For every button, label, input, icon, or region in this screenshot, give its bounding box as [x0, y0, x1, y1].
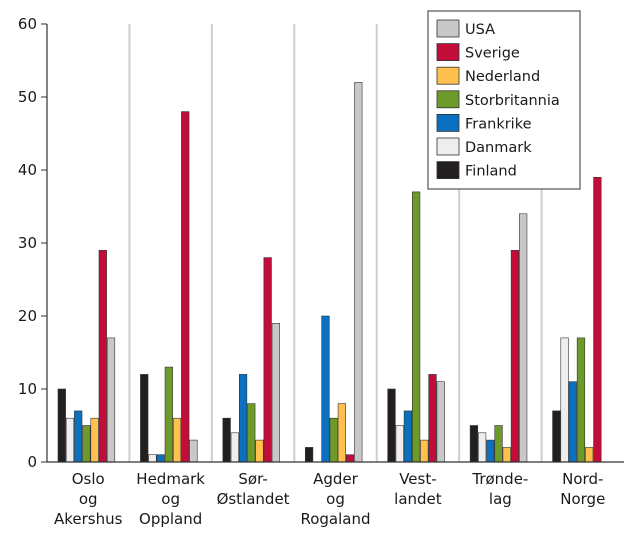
legend-swatch-danmark [436, 137, 460, 156]
bar-storbritannia-3 [329, 417, 338, 463]
bar-frankrike-6 [568, 381, 577, 463]
legend-swatch-storbritannia [436, 90, 460, 109]
bar-usa-2 [271, 322, 280, 463]
bar-usa-4 [436, 381, 445, 463]
x-tick-label: Hedmark og Oppland [136, 470, 205, 528]
bar-frankrike-0 [74, 410, 83, 463]
bar-sverige-2 [263, 257, 272, 463]
legend-label-frankrike: Frankrike [465, 116, 532, 132]
bar-frankrike-5 [486, 439, 495, 463]
bar-sverige-4 [428, 374, 437, 463]
bar-finland-1 [140, 374, 149, 463]
bar-nederland-5 [502, 447, 511, 463]
bar-sverige-1 [181, 111, 190, 463]
x-tick-label: Vest-landet [394, 470, 442, 508]
legend-label-usa: USA [465, 22, 495, 38]
bar-nederland-3 [337, 403, 346, 463]
bar-nederland-4 [420, 439, 429, 463]
bar-frankrike-3 [321, 315, 330, 463]
bar-danmark-2 [230, 432, 239, 463]
bar-finland-3 [304, 447, 314, 463]
y-tick-label: 40 [18, 161, 37, 179]
bar-storbritannia-5 [494, 425, 503, 463]
y-tick-label: 60 [18, 15, 37, 33]
bar-frankrike-4 [403, 410, 413, 463]
bar-storbritannia-0 [82, 425, 91, 463]
bar-nederland-1 [172, 417, 182, 463]
legend: USA Sverige Nederland Storbritannia Frankrik… [427, 10, 581, 190]
legend-swatch-frankrike [436, 114, 460, 132]
bar-danmark-0 [65, 417, 75, 463]
bar-sverige-6 [593, 177, 602, 463]
bar-usa-1 [189, 439, 198, 463]
bar-frankrike-1 [156, 454, 165, 463]
bar-danmark-1 [148, 454, 157, 463]
bar-nederland-6 [585, 447, 594, 463]
bar-sverige-5 [510, 250, 520, 463]
bar-nederland-0 [90, 417, 99, 463]
bar-frankrike-2 [238, 374, 248, 463]
bars-group [57, 82, 602, 463]
bar-usa-0 [106, 337, 116, 463]
bar-storbritannia-2 [247, 403, 256, 463]
bar-finland-5 [469, 425, 479, 463]
y-tick-label: 10 [18, 380, 37, 398]
bar-usa-3 [354, 82, 363, 463]
bar-storbritannia-6 [576, 337, 586, 463]
bar-danmark-5 [478, 432, 487, 463]
bar-finland-2 [222, 417, 231, 463]
legend-swatch-finland [436, 161, 460, 180]
bar-danmark-6 [560, 337, 569, 463]
y-tick-label: 50 [18, 88, 37, 106]
legend-label-finland: Finland [465, 164, 517, 180]
bar-nederland-2 [255, 439, 264, 463]
legend-swatch-usa [436, 19, 460, 38]
bar-finland-6 [552, 410, 561, 463]
bar-finland-0 [57, 388, 66, 463]
y-tick-label: 0 [27, 453, 37, 471]
bar-storbritannia-1 [164, 366, 173, 463]
legend-label-sverige: Sverige [465, 46, 520, 62]
legend-swatch-sverige [436, 43, 460, 61]
bar-sverige-0 [98, 250, 107, 463]
bar-finland-4 [387, 388, 396, 463]
x-tick-label: Agder og Rogaland [300, 470, 370, 528]
y-tick-label: 20 [18, 307, 37, 325]
legend-label-storbritannia: Storbritannia [465, 93, 560, 109]
x-tick-label: Sør-Østlandet [217, 470, 290, 508]
legend-label-danmark: Danmark [465, 140, 532, 156]
bar-usa-5 [519, 213, 528, 463]
x-tick-label: Trønde-lag [471, 470, 528, 508]
x-tick-label: Nord-Norge [560, 470, 605, 508]
x-tick-label: Oslo og Akershus [54, 470, 123, 528]
y-tick-label: 30 [18, 234, 37, 252]
legend-label-nederland: Nederland [465, 69, 540, 85]
legend-swatch-nederland [436, 66, 460, 85]
bar-danmark-4 [395, 425, 404, 463]
y-axis-ticks: 0 10 20 30 40 50 60 [18, 15, 47, 471]
bar-sverige-3 [345, 454, 355, 463]
bar-storbritannia-4 [412, 191, 421, 463]
